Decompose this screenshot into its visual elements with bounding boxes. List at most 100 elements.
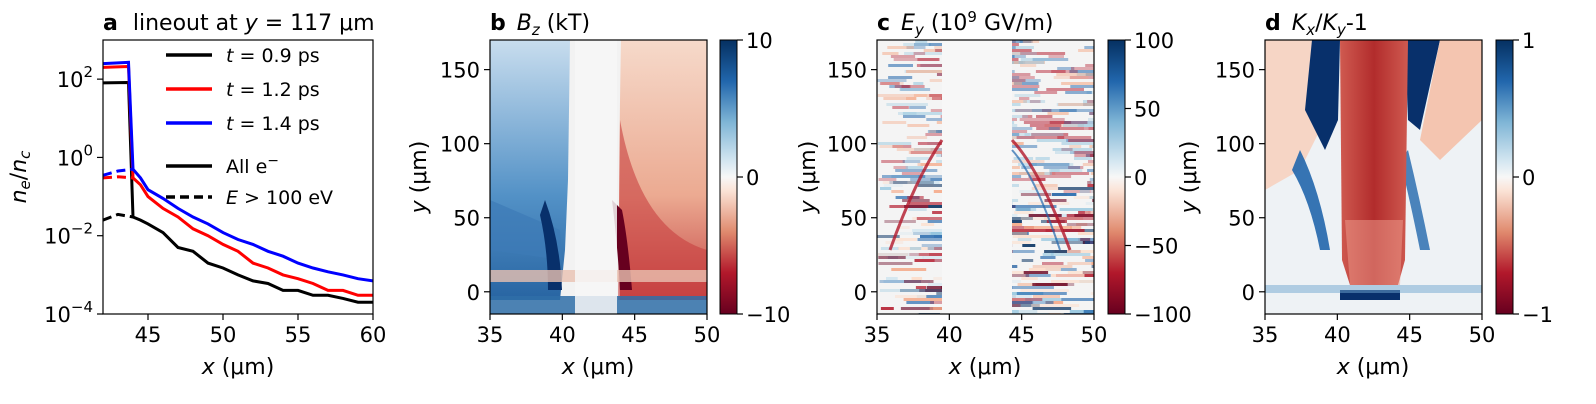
panel-d-title-math: K <box>1292 11 1308 36</box>
legend-label: All e− <box>226 153 279 178</box>
colorbar-tick-label: 50 <box>1134 98 1161 122</box>
panel-a-ylabel: ne/nc <box>7 150 34 204</box>
y-tick-label: 0 <box>1242 281 1255 305</box>
panel-a-ylabel-sub: e <box>16 180 34 189</box>
colorbar-tick-label: 0 <box>1522 166 1535 190</box>
panel-a-title-math: y <box>244 11 259 36</box>
x-tick-label: 45 <box>135 323 162 347</box>
panel-d-title-rest: / <box>1315 11 1323 36</box>
panel-d-field-image <box>1265 40 1482 314</box>
x-tick-label: 35 <box>477 323 504 347</box>
panel-a-title-rest: = 117 μm <box>265 11 375 36</box>
panel-b-xlabel-var: x <box>561 355 576 380</box>
legend-label: t = 1.2 ps <box>226 79 320 101</box>
panel-c-letter: c <box>877 11 890 36</box>
panel-c-colorbar-ticks: −100 −50 0 50 100 <box>1125 29 1192 327</box>
panel-a-ylabel-var: n <box>7 189 32 203</box>
y-tick-label: 0 <box>467 281 480 305</box>
panel-c-field-image <box>877 40 1094 314</box>
x-tick-label: 40 <box>549 323 576 347</box>
panel-c-ylabel: y (μm) <box>796 141 821 215</box>
panel-a-lineout: a lineout at y = 117 μm 45 50 55 60 10−410−… <box>7 11 386 380</box>
panel-c-ylabel-var: y <box>796 199 821 214</box>
panel-c-title: c Ey (109 GV/m) <box>877 8 1054 39</box>
panel-d-frame <box>1264 39 1483 315</box>
colorbar-tick-label: −10 <box>746 303 790 327</box>
series-line-1 <box>103 64 373 297</box>
panel-b-x-ticks: 35 40 45 50 <box>477 314 720 347</box>
y-tick-label: 150 <box>440 59 480 83</box>
panel-d-ylabel-var: y <box>1177 199 1202 214</box>
panel-b-frame <box>489 39 708 315</box>
x-tick-label: 45 <box>1008 323 1035 347</box>
panel-c-title-sup: 9 <box>967 8 977 26</box>
panel-b-ylabel: y (μm) <box>407 141 432 215</box>
colorbar-tick-label: 100 <box>1134 29 1174 53</box>
x-tick-label: 50 <box>1469 323 1496 347</box>
panel-d-colorbar-ticks: −1 0 1 <box>1513 29 1553 327</box>
legend-label: t = 1.4 ps <box>226 113 320 135</box>
panel-b-heatmap: b Bz (kT) 35 40 45 50 0 50 100 150 −10 0 10 x (μ… <box>407 11 790 380</box>
panel-a-letter: a <box>103 11 118 36</box>
panel-b-xlabel: x (μm) <box>561 355 635 380</box>
panel-b-letter: b <box>490 11 506 36</box>
y-tick-label: 0 <box>854 281 867 305</box>
x-tick-label: 35 <box>1252 323 1279 347</box>
x-tick-label: 60 <box>360 323 387 347</box>
panel-d-title-tail: -1 <box>1346 11 1368 36</box>
panel-c-xlabel-unit: (μm) <box>962 355 1022 380</box>
panel-d-title: d Kx/Ky-1 <box>1265 11 1368 39</box>
panel-b-title-math: B <box>517 11 532 36</box>
panel-c-title-math: E <box>901 11 915 36</box>
panel-b-colorbar <box>719 39 738 315</box>
panel-a-plot-area <box>103 60 373 304</box>
panel-a-y-ticks: 10−4 10−2 100 102 <box>44 63 103 327</box>
y-tick-label: 100 <box>440 133 480 157</box>
y-tick-label: 100 <box>57 141 93 170</box>
y-tick-label: 50 <box>1228 207 1255 231</box>
colorbar-tick-label: −1 <box>1522 303 1553 327</box>
panel-a-xlabel: x (μm) <box>201 355 275 380</box>
panel-b-colorbar-ticks: −10 0 10 <box>737 29 790 327</box>
y-tick-label: 10−4 <box>44 298 93 327</box>
colorbar-tick-label: 1 <box>1522 29 1535 53</box>
panel-d-title-sub: x <box>1305 21 1315 39</box>
series-line-4 <box>103 175 134 180</box>
panel-d-x-ticks: 35 40 45 50 <box>1252 314 1496 347</box>
panel-c-frame <box>876 39 1095 315</box>
panel-d-ylabel: y (μm) <box>1177 141 1202 215</box>
panel-c-title-tail: GV/m) <box>977 11 1054 36</box>
panel-d-ylabel-unit: (μm) <box>1177 141 1202 201</box>
y-tick-label: 100 <box>1215 133 1255 157</box>
x-tick-label: 40 <box>1324 323 1351 347</box>
colorbar-tick-label: 0 <box>1134 166 1147 190</box>
panel-a-frame <box>102 39 374 315</box>
colorbar-tick-label: 10 <box>746 29 773 53</box>
x-tick-label: 50 <box>1081 323 1108 347</box>
panel-d-xlabel-unit: (μm) <box>1350 355 1410 380</box>
panel-b-title-rest: (kT) <box>540 11 590 36</box>
series-line-2 <box>103 60 373 283</box>
panel-c-colorbar <box>1107 39 1126 315</box>
panel-a-title-text: lineout at <box>133 11 245 36</box>
panel-b-title-sub: z <box>531 21 541 39</box>
panel-b-xlabel-unit: (μm) <box>575 355 635 380</box>
y-tick-label: 150 <box>827 59 867 83</box>
panel-d-xlabel-var: x <box>1336 355 1351 380</box>
panel-d-title-math2: K <box>1323 11 1339 36</box>
panel-c-x-ticks: 35 40 45 50 <box>864 314 1108 347</box>
panel-a-ylabel-den-sub: c <box>16 150 34 159</box>
panel-c-xlabel: x (μm) <box>948 355 1022 380</box>
panel-c-title-sub: y <box>914 21 925 39</box>
x-tick-label: 35 <box>864 323 891 347</box>
x-tick-label: 55 <box>285 323 312 347</box>
colorbar-tick-label: −50 <box>1134 235 1178 259</box>
panel-a-xlabel-unit: (μm) <box>215 355 275 380</box>
y-tick-label: 150 <box>1215 59 1255 83</box>
y-tick-label: 50 <box>453 207 480 231</box>
legend-label: t = 0.9 ps <box>226 45 320 67</box>
colorbar-tick-label: −100 <box>1134 303 1192 327</box>
x-tick-label: 45 <box>621 323 648 347</box>
